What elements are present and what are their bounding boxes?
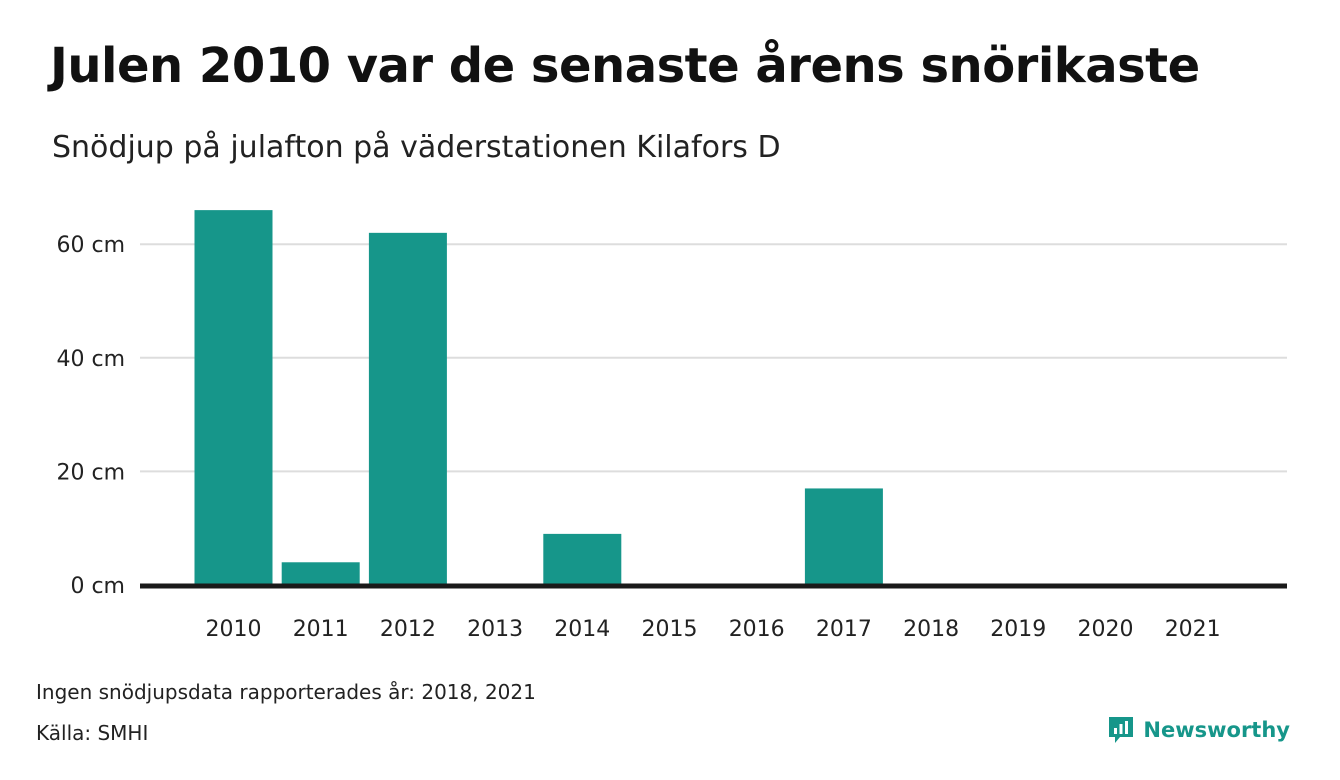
x-axis-tick-labels: 2010 2011 2012 2013 2014 2015 2016 2017 2018 2019…	[206, 617, 1221, 642]
y-tick-label: 60 cm	[56, 233, 125, 258]
y-tick-label: 40 cm	[56, 347, 125, 372]
x-tick-label: 2012	[380, 617, 436, 642]
brand-name: Newsworthy	[1143, 718, 1290, 742]
bar-chart: 0 cm 20 cm 40 cm 60 cm 2010 2011 2012 2013 2014…	[56, 210, 1287, 642]
brand-logo: Newsworthy	[1107, 715, 1290, 745]
x-tick-label: 2016	[729, 617, 785, 642]
bar-2017	[804, 488, 883, 585]
x-tick-label: 2011	[293, 617, 349, 642]
bars	[194, 210, 883, 585]
bar-2012	[368, 232, 447, 585]
y-axis-tick-labels: 0 cm 20 cm 40 cm 60 cm	[56, 233, 125, 599]
bar-2010	[194, 210, 273, 585]
gridlines	[140, 243, 1287, 473]
x-tick-label: 2019	[990, 617, 1046, 642]
x-tick-label: 2015	[642, 617, 698, 642]
x-tick-label: 2014	[554, 617, 610, 642]
y-tick-label: 20 cm	[56, 460, 125, 485]
x-tick-label: 2013	[467, 617, 523, 642]
chart-title: Julen 2010 var de senaste årens snörikas…	[50, 38, 1200, 94]
x-tick-label: 2021	[1165, 617, 1221, 642]
chart-subtitle: Snödjup på julafton på väderstationen Ki…	[52, 130, 781, 165]
missing-data-note: Ingen snödjupsdata rapporterades år: 201…	[36, 680, 536, 704]
newsworthy-logo-icon	[1109, 717, 1134, 743]
x-tick-label: 2018	[903, 617, 959, 642]
x-tick-label: 2010	[206, 617, 262, 642]
source-note: Källa: SMHI	[36, 721, 149, 745]
y-tick-label: 0 cm	[70, 574, 125, 599]
x-tick-label: 2017	[816, 617, 872, 642]
x-tick-label: 2020	[1078, 617, 1134, 642]
bar-2014	[543, 533, 622, 585]
bar-2011	[281, 562, 360, 585]
